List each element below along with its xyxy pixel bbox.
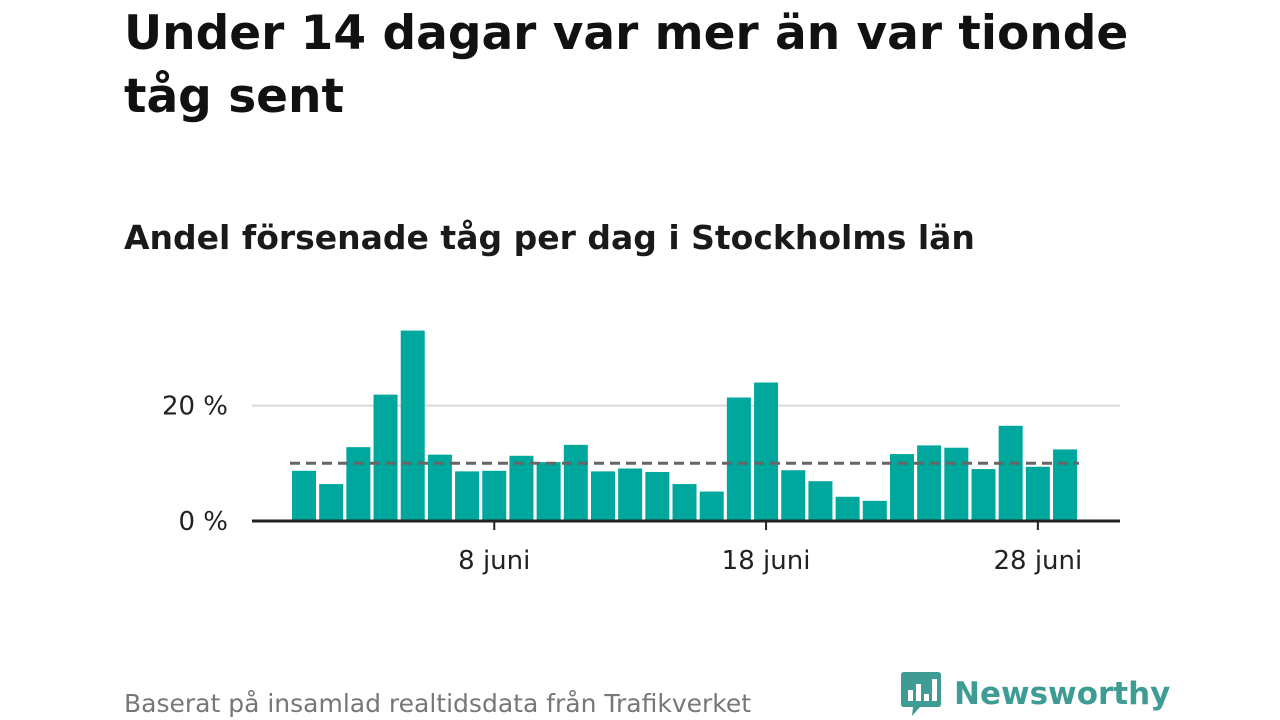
x-tick-label: 8 juni <box>458 546 530 576</box>
bar <box>808 481 833 521</box>
bar <box>455 471 480 521</box>
bar <box>536 462 561 521</box>
bar <box>292 470 316 521</box>
bar <box>590 471 615 521</box>
bar <box>835 496 860 521</box>
bar <box>971 469 996 521</box>
bar <box>1025 466 1050 521</box>
bar <box>319 484 344 521</box>
source-note: Baserat på insamlad realtidsdata från Tr… <box>124 689 752 718</box>
brand-name: Newsworthy <box>954 676 1171 712</box>
bar-chart-bubble-icon <box>901 672 941 716</box>
bar <box>889 454 914 521</box>
bar-chart: 0 % 20 % 8 juni 18 juni 28 juni <box>162 330 1120 576</box>
bar <box>944 447 969 521</box>
bar <box>917 445 942 521</box>
y-tick-label: 20 % <box>162 392 228 422</box>
y-tick-label: 0 % <box>178 507 228 537</box>
x-tick-label: 28 juni <box>993 546 1082 576</box>
bar <box>482 470 507 521</box>
bar <box>509 455 534 521</box>
chart-subtitle: Andel försenade tåg per dag i Stockholms… <box>124 218 975 257</box>
bar <box>998 425 1023 521</box>
brand-logo: Newsworthy <box>900 670 1170 718</box>
x-tick-label: 18 juni <box>722 546 811 576</box>
bar <box>699 491 724 521</box>
bar <box>373 394 398 521</box>
bar <box>862 500 887 521</box>
bar <box>346 447 371 521</box>
bar <box>1053 449 1078 521</box>
bar <box>645 471 670 521</box>
bar <box>754 382 779 521</box>
bar <box>781 470 806 521</box>
bar <box>400 330 425 521</box>
bar <box>618 468 643 521</box>
bar <box>563 444 588 521</box>
bar <box>726 397 751 521</box>
bar <box>672 484 697 521</box>
chart-title: Under 14 dagar var mer än var tionde tåg… <box>124 6 1129 124</box>
bar <box>427 454 452 521</box>
